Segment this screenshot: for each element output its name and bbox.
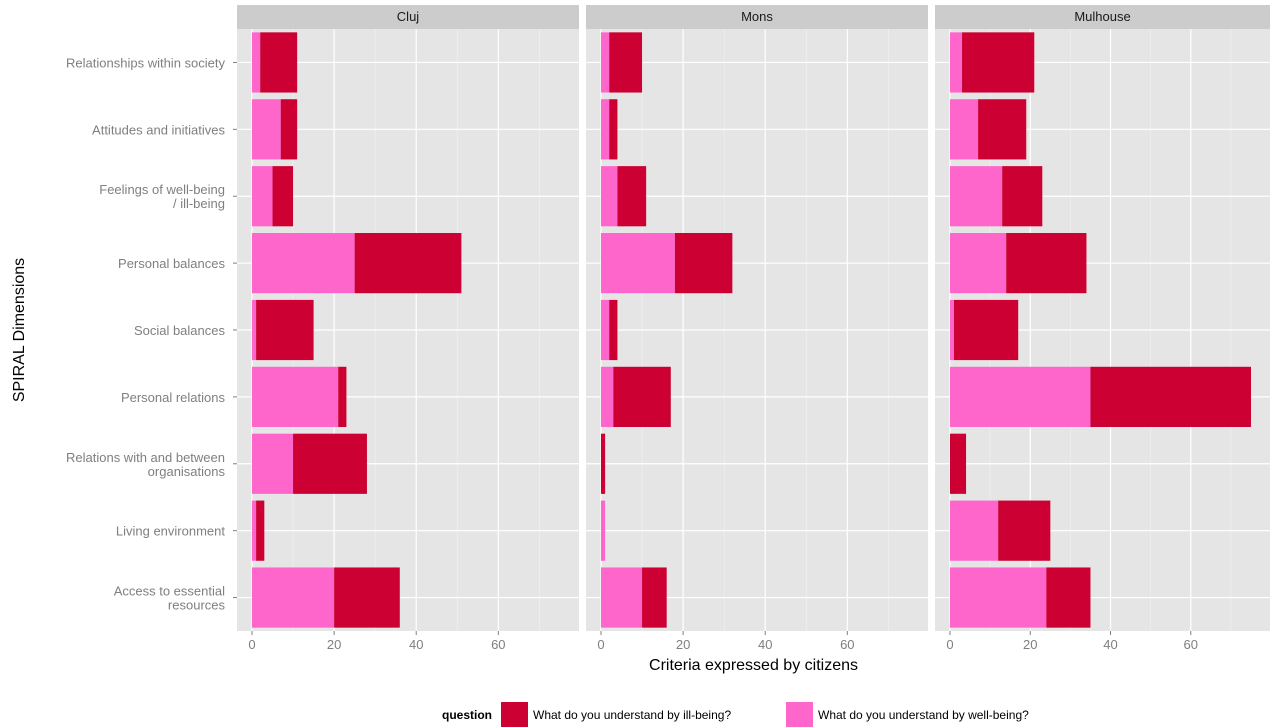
bar-ill-being [256, 299, 314, 361]
bar-ill-being [978, 99, 1027, 160]
bar-ill-being [950, 433, 967, 494]
bar-ill-being [334, 567, 400, 628]
x-tick-label: 40 [409, 637, 423, 652]
panel-cluj: Cluj 0 20 40 60 [237, 5, 579, 652]
bar-well-being [950, 500, 999, 561]
bar-ill-being [272, 166, 294, 227]
panel-mons: Mons 0 20 40 60 [586, 5, 928, 652]
bar-well-being [252, 366, 339, 427]
bar-well-being [950, 166, 1003, 227]
bar-well-being [252, 433, 294, 494]
x-tick-label: 60 [1184, 637, 1198, 652]
bar-well-being [950, 99, 979, 160]
bar-well-being [601, 166, 618, 227]
x-tick-label: 40 [758, 637, 772, 652]
bar-well-being [601, 233, 675, 294]
bar-ill-being [601, 433, 606, 494]
bar-ill-being [1002, 166, 1043, 227]
x-tick-label: 40 [1103, 637, 1117, 652]
bar-well-being [601, 32, 610, 93]
x-tick-label: 0 [946, 637, 953, 652]
bar-well-being [252, 166, 273, 227]
bar-ill-being [613, 366, 671, 427]
bar-ill-being [1046, 567, 1091, 628]
bar-ill-being [280, 99, 298, 160]
y-tick-label: Social balances [134, 323, 226, 338]
bar-well-being [950, 32, 963, 93]
bar-well-being [950, 567, 1047, 628]
x-tick-label: 0 [597, 637, 604, 652]
bar-ill-being [1090, 366, 1251, 427]
y-tick-label: Personal balances [118, 256, 225, 271]
bar-well-being [950, 366, 1091, 427]
legend-title: question [442, 708, 492, 722]
legend: question What do you understand by ill-be… [442, 702, 1029, 727]
bar-ill-being [1006, 233, 1087, 294]
bar-ill-being [293, 433, 367, 494]
panel-mulhouse: Mulhouse 0 20 40 60 [935, 5, 1270, 652]
bar-well-being [950, 233, 1007, 294]
bar-ill-being [642, 567, 667, 628]
bar-ill-being [954, 299, 1019, 361]
bar-ill-being [674, 233, 733, 294]
y-tick-label: Relationships within society [66, 55, 225, 70]
panel-strip-label: Mons [741, 9, 773, 24]
panel-strip-label: Mulhouse [1074, 9, 1130, 24]
bar-ill-being [609, 32, 643, 93]
bar-ill-being [260, 32, 298, 93]
bar-ill-being [998, 500, 1051, 561]
y-tick-label: Feelings of well-being / ill-being [99, 182, 225, 211]
bar-well-being [252, 32, 261, 93]
bar-ill-being [256, 500, 265, 561]
legend-label: What do you understand by well-being? [818, 708, 1029, 722]
bar-well-being [252, 567, 335, 628]
bar-well-being [601, 500, 606, 561]
y-tick-label: Attitudes and initiatives [92, 122, 225, 137]
bar-well-being [252, 233, 355, 294]
x-tick-label: 0 [248, 637, 255, 652]
bar-well-being [252, 299, 257, 361]
legend-swatch [501, 702, 528, 727]
y-tick-label: Access to essential resources [114, 584, 226, 613]
bar-well-being [252, 99, 281, 160]
bar-ill-being [338, 366, 347, 427]
panel-strip [237, 5, 579, 29]
x-tick-label: 20 [676, 637, 690, 652]
y-tick-label: Living environment [116, 524, 226, 539]
panel-strip [586, 5, 928, 29]
y-tick-label: Personal relations [121, 390, 226, 405]
bar-ill-being [962, 32, 1035, 93]
panel-strip-label: Cluj [397, 9, 420, 24]
bar-well-being [601, 299, 610, 361]
y-axis-title: SPIRAL Dimensions [11, 258, 28, 402]
x-tick-label: 60 [491, 637, 505, 652]
bar-well-being [601, 366, 614, 427]
legend-swatch [786, 702, 813, 727]
bar-ill-being [609, 99, 618, 160]
bar-well-being [252, 500, 257, 561]
x-tick-label: 20 [327, 637, 341, 652]
bar-ill-being [354, 233, 462, 294]
x-tick-label: 20 [1023, 637, 1037, 652]
bar-well-being [601, 567, 643, 628]
y-axis: Relationships within society Attitudes an… [66, 55, 237, 613]
bar-ill-being [609, 299, 618, 361]
panel-strip [935, 5, 1270, 29]
bar-well-being [950, 299, 955, 361]
bar-ill-being [617, 166, 647, 227]
legend-label: What do you understand by ill-being? [533, 708, 731, 722]
x-tick-label: 60 [840, 637, 854, 652]
bar-well-being [601, 99, 610, 160]
y-tick-label: Relations with and between organisations [66, 450, 225, 479]
x-axis-title: Criteria expressed by citizens [649, 657, 858, 674]
